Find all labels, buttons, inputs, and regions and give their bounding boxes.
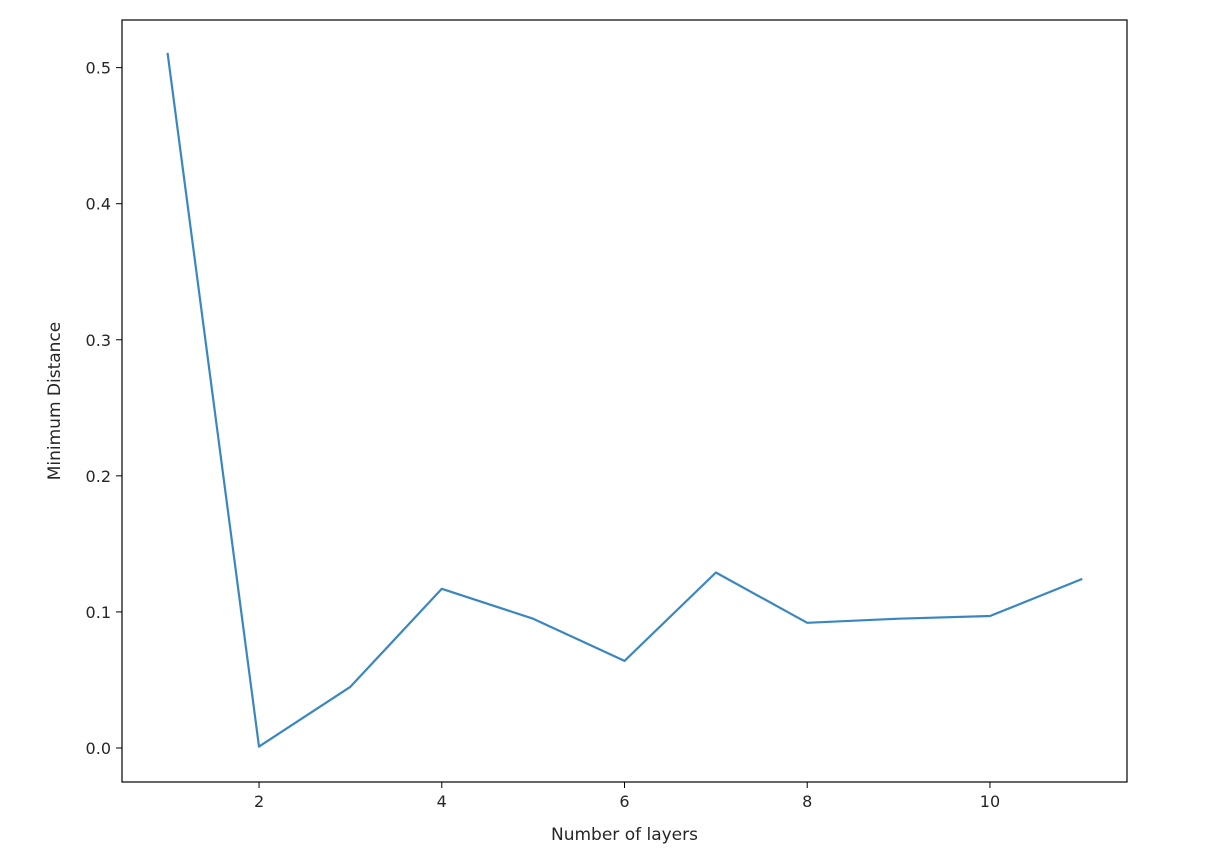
y-axis: 0.0 0.1 0.2 0.3 0.4 0.5: [86, 59, 122, 758]
y-tick-label: 0.2: [86, 467, 111, 486]
x-axis-label: Number of layers: [551, 825, 698, 845]
series-line: [166, 52, 1083, 748]
x-tick-label: 6: [619, 792, 629, 811]
x-tick-label: 10: [980, 792, 1000, 811]
y-tick-label: 0.3: [86, 331, 111, 350]
y-tick-label: 0.5: [86, 59, 111, 78]
x-tick-label: 2: [254, 792, 264, 811]
x-tick-label: 8: [802, 792, 812, 811]
plot-area: [166, 52, 1083, 748]
x-axis: 2 4 6 8 10: [254, 782, 1000, 811]
y-tick-label: 0.1: [86, 603, 111, 622]
y-axis-label: Minimum Distance: [45, 322, 65, 481]
y-tick-label: 0.4: [86, 195, 111, 214]
x-tick-label: 4: [437, 792, 447, 811]
y-tick-label: 0.0: [86, 739, 111, 758]
